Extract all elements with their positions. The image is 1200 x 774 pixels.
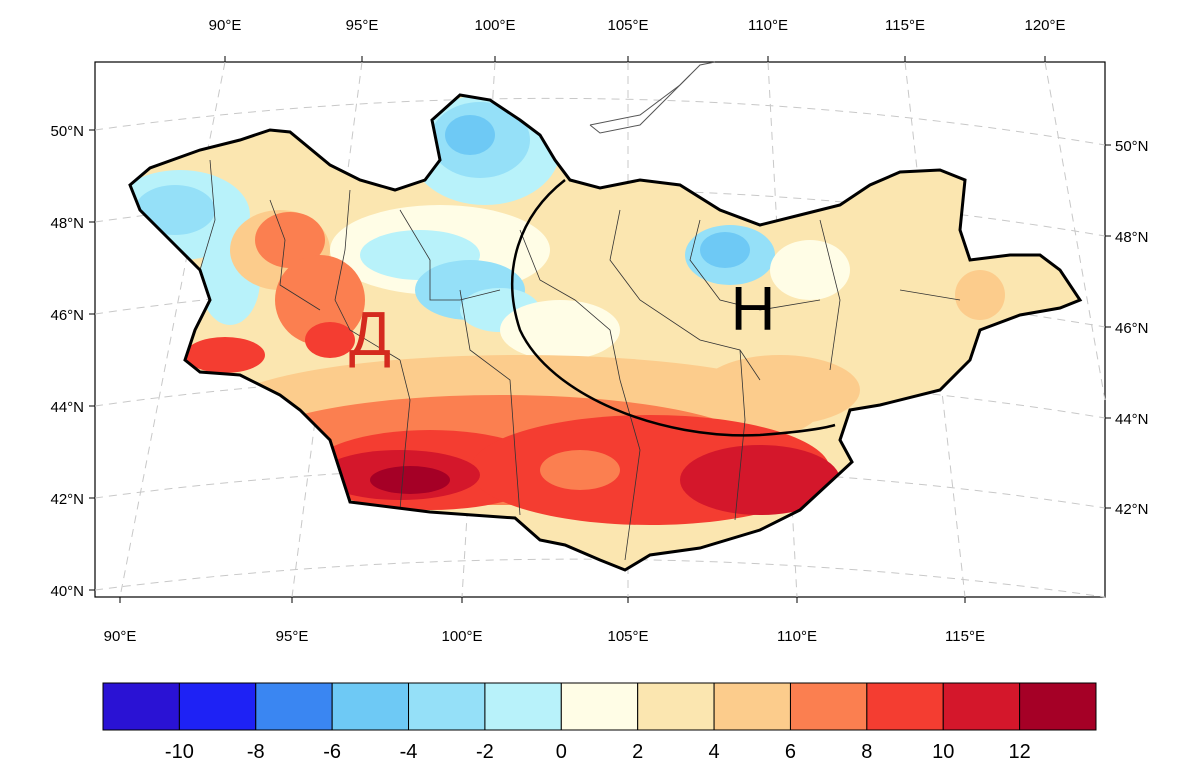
axis-ticks	[89, 56, 1111, 603]
colorbar-tick-label: -4	[400, 741, 418, 763]
country-border	[128, 93, 1083, 572]
bottom-lon-label: 90°E	[104, 628, 137, 645]
left-lat-label: 40°N	[50, 583, 84, 600]
bottom-lon-label: 100°E	[441, 628, 482, 645]
colorbar-swatch	[102, 682, 180, 731]
lake-outline	[589, 61, 716, 134]
left-lat-label: 46°N	[50, 307, 84, 324]
colorbar-swatch	[942, 682, 1021, 731]
colorbar-tick-label: 8	[861, 741, 872, 763]
right-lat-labels: 50°N 48°N 46°N 44°N 42°N	[1115, 138, 1149, 518]
colorbar-tick-label: -6	[323, 741, 341, 763]
bottom-lon-label: 95°E	[276, 628, 309, 645]
colorbar-tick-label: -2	[476, 741, 494, 763]
colorbar-tick-label: -8	[247, 741, 265, 763]
right-lat-label: 50°N	[1115, 138, 1149, 155]
colorbar-swatch	[637, 682, 715, 731]
right-lat-label: 48°N	[1115, 229, 1149, 246]
top-lon-labels: 90°E 95°E 100°E 105°E 110°E 115°E 120°E	[209, 17, 1066, 34]
colorbar-swatch	[178, 682, 257, 731]
right-lat-label: 42°N	[1115, 501, 1149, 518]
left-lat-label: 50°N	[50, 123, 84, 140]
top-lon-label: 110°E	[748, 17, 788, 34]
colorbar-swatch	[255, 682, 333, 731]
colorbar-swatch	[560, 682, 639, 731]
colorbar-swatch	[1019, 682, 1097, 731]
region-boundary-curve	[511, 179, 836, 437]
colorbar-tick-label: 10	[932, 741, 954, 763]
colorbar-tick-label: 2	[632, 741, 643, 763]
bottom-lon-label: 105°E	[607, 628, 648, 645]
colorbar-tick-label: 6	[785, 741, 796, 763]
bottom-lon-label: 115°E	[945, 628, 985, 645]
top-lon-label: 100°E	[474, 17, 515, 34]
top-lon-label: 105°E	[607, 17, 648, 34]
right-lat-label: 46°N	[1115, 320, 1149, 337]
left-lat-label: 44°N	[50, 399, 84, 416]
colorbar-swatch	[789, 682, 868, 731]
top-lon-label: 120°E	[1024, 17, 1065, 34]
bottom-lon-labels: 90°E 95°E 100°E 105°E 110°E 115°E	[104, 628, 985, 645]
left-lat-labels: 50°N 48°N 46°N 44°N 42°N 40°N	[50, 123, 84, 600]
top-lon-label: 90°E	[209, 17, 242, 34]
colorbar-tick-label: 4	[709, 741, 720, 763]
colorbar	[102, 682, 1097, 731]
province-borders	[199, 159, 961, 561]
region-label-east: Н	[731, 275, 776, 344]
colorbar-swatch	[866, 682, 944, 731]
colorbar-tick-label: -10	[165, 741, 194, 763]
colorbar-swatch	[408, 682, 486, 731]
top-lon-label: 95°E	[346, 17, 379, 34]
left-lat-label: 42°N	[50, 491, 84, 508]
region-label-west: Д	[349, 300, 391, 369]
colorbar-swatch	[331, 682, 410, 731]
top-lon-label: 115°E	[885, 17, 925, 34]
colorbar-swatch	[713, 682, 791, 731]
colorbar-swatch	[484, 682, 562, 731]
colorbar-tick-label: 12	[1008, 741, 1030, 763]
colorbar-tick-label: 0	[556, 741, 567, 763]
left-lat-label: 48°N	[50, 215, 84, 232]
bottom-lon-label: 110°E	[777, 628, 817, 645]
colorbar-labels: -10 -8 -6 -4 -2 0 2 4 6 8 10 12	[165, 741, 1031, 763]
right-lat-label: 44°N	[1115, 411, 1149, 428]
